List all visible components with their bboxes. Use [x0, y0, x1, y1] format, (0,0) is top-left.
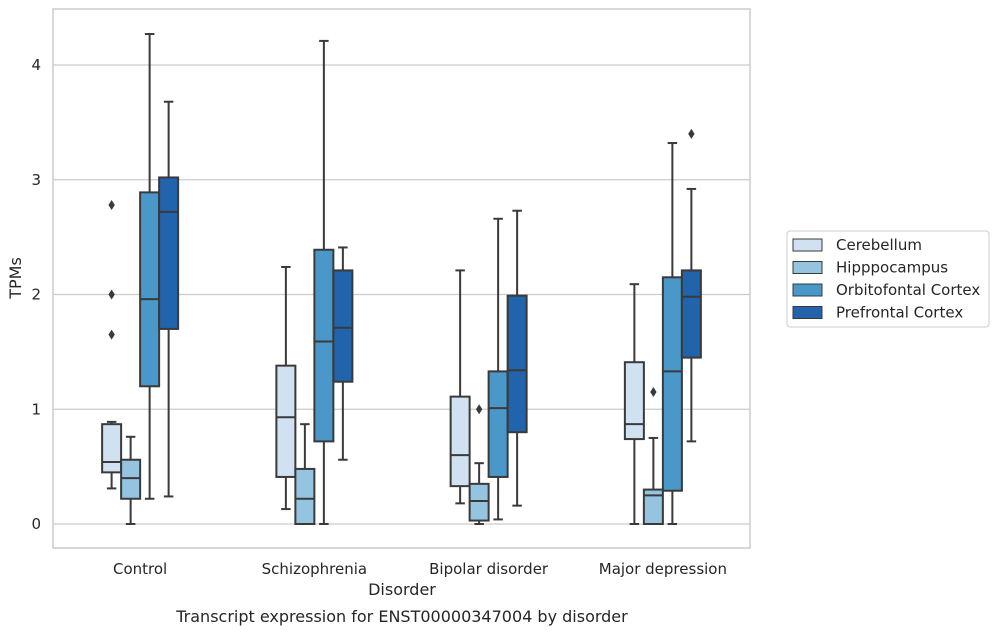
series-prefrontal-cortex [158, 100, 702, 507]
legend-items: Cerebellum Hipppocampus Orbitofontal Corte… [792, 236, 980, 322]
series-hipppocampus [120, 387, 664, 526]
outlier-marker [108, 289, 115, 300]
box [120, 458, 142, 500]
series-orbitofontal-cortex [139, 33, 683, 525]
box [680, 269, 702, 359]
x-tick-label: Bipolar disorder [429, 560, 549, 578]
box [487, 370, 509, 478]
y-tick-label: 2 [31, 286, 41, 304]
y-axis-title: TPMs [6, 257, 25, 300]
legend-swatch [792, 261, 823, 274]
box [158, 176, 180, 330]
box [661, 276, 683, 492]
legend-label: Hipppocampus [836, 259, 948, 277]
box-series-group [101, 33, 702, 526]
legend-swatch [792, 283, 823, 297]
box [506, 294, 528, 434]
outlier-marker [650, 387, 657, 398]
y-axis-ticks: 0 1 2 3 4 [31, 56, 41, 533]
x-tick-label: Major depression [599, 560, 727, 578]
outlier-marker [475, 404, 483, 415]
legend-swatch [792, 238, 823, 252]
box [449, 395, 471, 488]
box [623, 361, 645, 441]
x-tick-label: Schizophrenia [262, 560, 367, 578]
legend-frame [786, 230, 990, 328]
box [101, 423, 123, 474]
x-tick-label: Control [113, 560, 167, 578]
legend: Cerebellum Hipppocampus Orbitofontal Corte… [786, 230, 990, 328]
outlier-marker [108, 199, 115, 210]
box [642, 488, 664, 526]
box [313, 248, 335, 443]
box [275, 364, 297, 478]
box [468, 482, 490, 522]
y-tick-label: 3 [31, 171, 41, 189]
box [294, 467, 316, 526]
y-tick-label: 0 [31, 515, 41, 533]
legend-swatch [792, 306, 823, 319]
y-tick-label: 1 [31, 400, 41, 418]
outlier-marker [108, 329, 115, 340]
outlier-marker [688, 128, 695, 139]
x-axis-title: Disorder [368, 580, 436, 599]
chart-caption: Transcript expression for ENST0000034700… [175, 607, 628, 626]
x-axis-ticks: Control Schizophrenia Bipolar disorder Majo… [113, 560, 727, 578]
legend-label: Prefrontal Cortex [836, 304, 963, 322]
plot-area-frame [52, 8, 751, 549]
legend-label: Orbitofontal Cortex [836, 281, 980, 299]
legend-label: Cerebellum [836, 236, 922, 254]
box [139, 191, 161, 388]
series-cerebellum [101, 199, 645, 525]
box [332, 269, 354, 383]
y-tick-label: 4 [31, 56, 41, 74]
